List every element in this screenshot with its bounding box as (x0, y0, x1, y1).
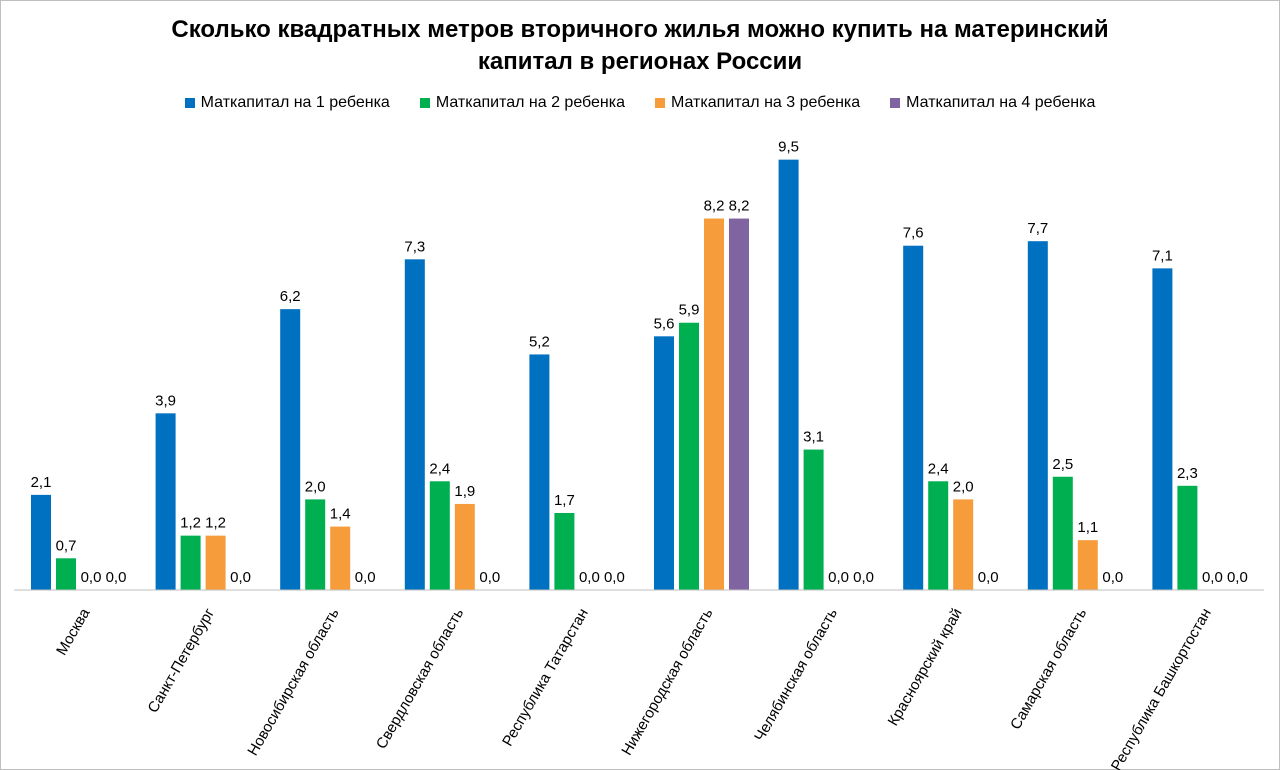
legend-swatch-3 (655, 98, 665, 108)
bar-s2-c5 (554, 512, 575, 590)
bar-s3-c8 (953, 499, 974, 590)
bar-s2-c3 (305, 499, 326, 590)
legend-swatch-4 (890, 98, 901, 108)
chart-title: Сколько квадратных метров вторичного жил… (171, 16, 1109, 75)
data-label-s4-c9: 0,0 (1102, 569, 1123, 586)
data-label-s2-c8: 2,4 (928, 460, 949, 477)
data-label-s3-c3: 1,4 (330, 506, 351, 523)
data-label-s3-c6: 8,2 (704, 198, 725, 215)
legend: Маткапитал на 1 ребенка Маткапитал на 2 … (0, 94, 1280, 112)
data-label-s2-c3: 2,0 (305, 478, 326, 495)
bar-s1-c3 (280, 309, 301, 590)
bar-s3-c3 (330, 526, 351, 590)
data-label-s1-c4: 7,3 (404, 238, 425, 255)
data-label-s1-c5: 5,2 (529, 333, 550, 350)
data-label-s2-c10: 2,3 (1177, 465, 1198, 482)
legend-label-3: Маткапитал на 3 ребенка (671, 94, 861, 111)
data-label-s3-c5: 0,0 (579, 569, 600, 586)
category-label-8: Красноярский край (885, 605, 966, 728)
bar-s2-c10 (1177, 485, 1198, 590)
category-label-5: Республика Татарстан (499, 606, 592, 750)
data-label-s3-c1: 0,0 (81, 569, 102, 586)
data-label-s1-c7: 9,5 (778, 139, 799, 156)
bar-s1-c10 (1152, 268, 1173, 590)
bar-s2-c9 (1052, 476, 1073, 590)
bar-s1-c7 (778, 159, 799, 590)
category-label-4: Свердловская область (373, 605, 467, 752)
bar-s3-c6 (704, 218, 724, 591)
legend-item-4: Маткапитал на 4 ребенка (890, 94, 1095, 112)
bar-s3-c2 (205, 535, 226, 590)
data-label-s1-c6: 5,6 (654, 315, 675, 332)
data-label-s4-c3: 0,0 (355, 569, 376, 586)
data-label-s4-c5: 0,0 (604, 569, 625, 586)
data-label-s4-c4: 0,0 (479, 569, 500, 586)
data-label-s2-c5: 1,7 (554, 492, 575, 509)
data-label-s2-c6: 5,9 (679, 302, 700, 319)
bar-s2-c6 (679, 322, 699, 590)
data-label-s4-c10: 0,0 (1227, 569, 1248, 586)
data-label-s3-c9: 1,1 (1077, 519, 1098, 536)
data-label-s4-c1: 0,0 (106, 569, 127, 586)
bar-s1-c8 (903, 245, 924, 590)
bar-s2-c7 (803, 449, 824, 590)
legend-swatch-2 (419, 98, 430, 108)
category-label-3: Новосибирская область (244, 605, 342, 758)
bar-s1-c2 (155, 413, 176, 590)
bar-s2-c1 (56, 558, 76, 590)
data-label-s2-c7: 3,1 (803, 429, 824, 446)
category-label-9: Самарская область (1007, 605, 1090, 732)
data-label-s1-c2: 3,9 (155, 392, 176, 409)
category-label-7: Челябинская область (751, 605, 841, 744)
bar-s1-c5 (529, 354, 550, 590)
bar-s3-c4 (454, 503, 475, 590)
data-label-s2-c1: 0,7 (56, 537, 77, 554)
bar-s1-c4 (404, 259, 425, 590)
data-label-s1-c3: 6,2 (280, 288, 301, 305)
bar-s2-c4 (429, 481, 450, 590)
category-label-1: Москва (53, 605, 94, 658)
data-label-s3-c7: 0,0 (828, 569, 849, 586)
data-label-s3-c8: 2,0 (953, 478, 974, 495)
data-label-s3-c10: 0,0 (1202, 569, 1223, 586)
legend-item-1: Маткапитал на 1 ребенка (184, 94, 390, 112)
data-label-s3-c4: 1,9 (454, 483, 475, 500)
data-label-s1-c10: 7,1 (1152, 247, 1173, 264)
bar-s2-c2 (180, 535, 201, 590)
legend-item-3: Маткапитал на 3 ребенка (655, 94, 860, 112)
data-label-s1-c1: 2,1 (31, 474, 52, 491)
legend-swatch-1 (184, 98, 195, 108)
category-label-2: Санкт-Петербург (145, 605, 219, 716)
data-label-s2-c9: 2,5 (1052, 456, 1073, 473)
legend-item-2: Маткапитал на 2 ребенка (419, 94, 625, 112)
data-label-s4-c8: 0,0 (978, 569, 999, 586)
bar-s3-c9 (1077, 540, 1098, 590)
legend-label-2: Маткапитал на 2 ребенка (435, 94, 625, 111)
data-label-s4-c6: 8,2 (729, 198, 750, 215)
data-label-s4-c2: 0,0 (230, 569, 251, 586)
data-label-s1-c8: 7,6 (903, 225, 924, 242)
data-label-s2-c2: 1,2 (180, 515, 201, 532)
bar-s1-c6 (654, 336, 674, 590)
category-label-10: Республика Башкортостан (1108, 606, 1215, 770)
legend-label-4: Маткапитал на 4 ребенка (906, 94, 1096, 111)
bar-s1-c1 (31, 494, 51, 590)
bar-s2-c8 (928, 481, 949, 590)
legend-label-1: Маткапитал на 1 ребенка (200, 94, 390, 111)
data-label-s2-c4: 2,4 (429, 460, 450, 477)
bar-s4-c6 (729, 218, 749, 591)
data-label-s4-c7: 0,0 (853, 569, 874, 586)
category-label-6: Нижегородская область (618, 605, 716, 758)
bar-s1-c9 (1027, 241, 1048, 590)
data-label-s1-c9: 7,7 (1027, 220, 1048, 237)
data-label-s3-c2: 1,2 (205, 515, 226, 532)
